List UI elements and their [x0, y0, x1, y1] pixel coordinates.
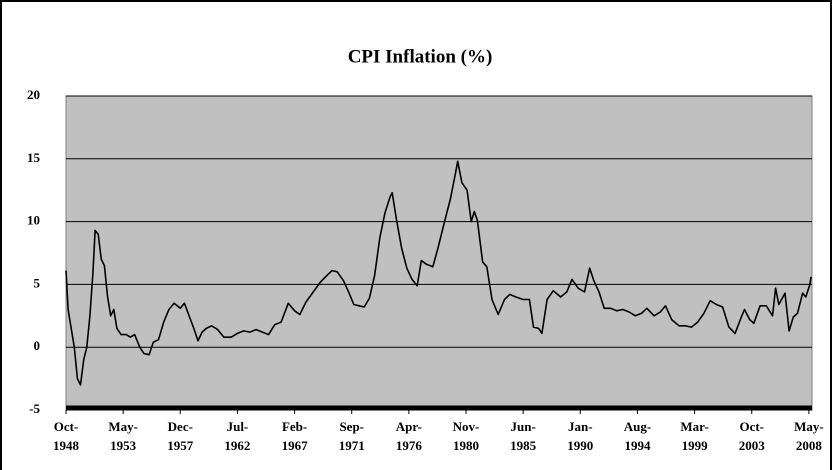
x-tick-label: May- [108, 419, 138, 434]
x-tick-label: 1967 [282, 438, 309, 453]
x-tick-label: Dec- [168, 419, 193, 434]
x-tick-label: Jun- [511, 419, 536, 434]
x-tick-label: 2008 [796, 438, 823, 453]
x-tick-label: Jul- [227, 419, 249, 434]
y-tick-label: 0 [34, 338, 41, 353]
x-tick-label: 1971 [339, 438, 365, 453]
x-tick-label: Mar- [680, 419, 708, 434]
x-tick-label: 1948 [53, 438, 80, 453]
x-tick-label: Nov- [453, 419, 480, 434]
x-tick-label: 1976 [396, 438, 423, 453]
x-tick-label: 1994 [624, 438, 651, 453]
y-tick-label: -5 [29, 401, 40, 416]
data-line [65, 160, 812, 386]
x-tick-label: Sep- [339, 419, 364, 434]
x-tick-label: 1957 [167, 438, 194, 453]
x-tick-label: Oct- [739, 419, 764, 434]
chart-title: CPI Inflation (%) [348, 46, 493, 67]
x-tick-label: Oct- [54, 419, 79, 434]
x-tick-label: Jan- [568, 419, 593, 434]
x-tick-label: 1990 [567, 438, 593, 453]
x-tick-label: Apr- [396, 419, 422, 434]
x-tick-label: 1953 [110, 438, 137, 453]
x-tick-label: May- [794, 419, 824, 434]
x-tick-label: 2003 [739, 438, 766, 453]
x-tick-label: 1980 [453, 438, 479, 453]
x-tick-label: Aug- [624, 419, 651, 434]
x-tick-label: Feb- [282, 419, 307, 434]
x-tick-label: 1999 [682, 438, 709, 453]
x-tick-label: 1985 [510, 438, 537, 453]
y-tick-label: 5 [34, 275, 41, 290]
plot-area [65, 95, 813, 411]
y-tick-label: 10 [27, 213, 40, 228]
y-tick-label: 15 [27, 150, 41, 165]
y-tick-label: 20 [27, 87, 40, 102]
x-tick-label: 1962 [224, 438, 250, 453]
